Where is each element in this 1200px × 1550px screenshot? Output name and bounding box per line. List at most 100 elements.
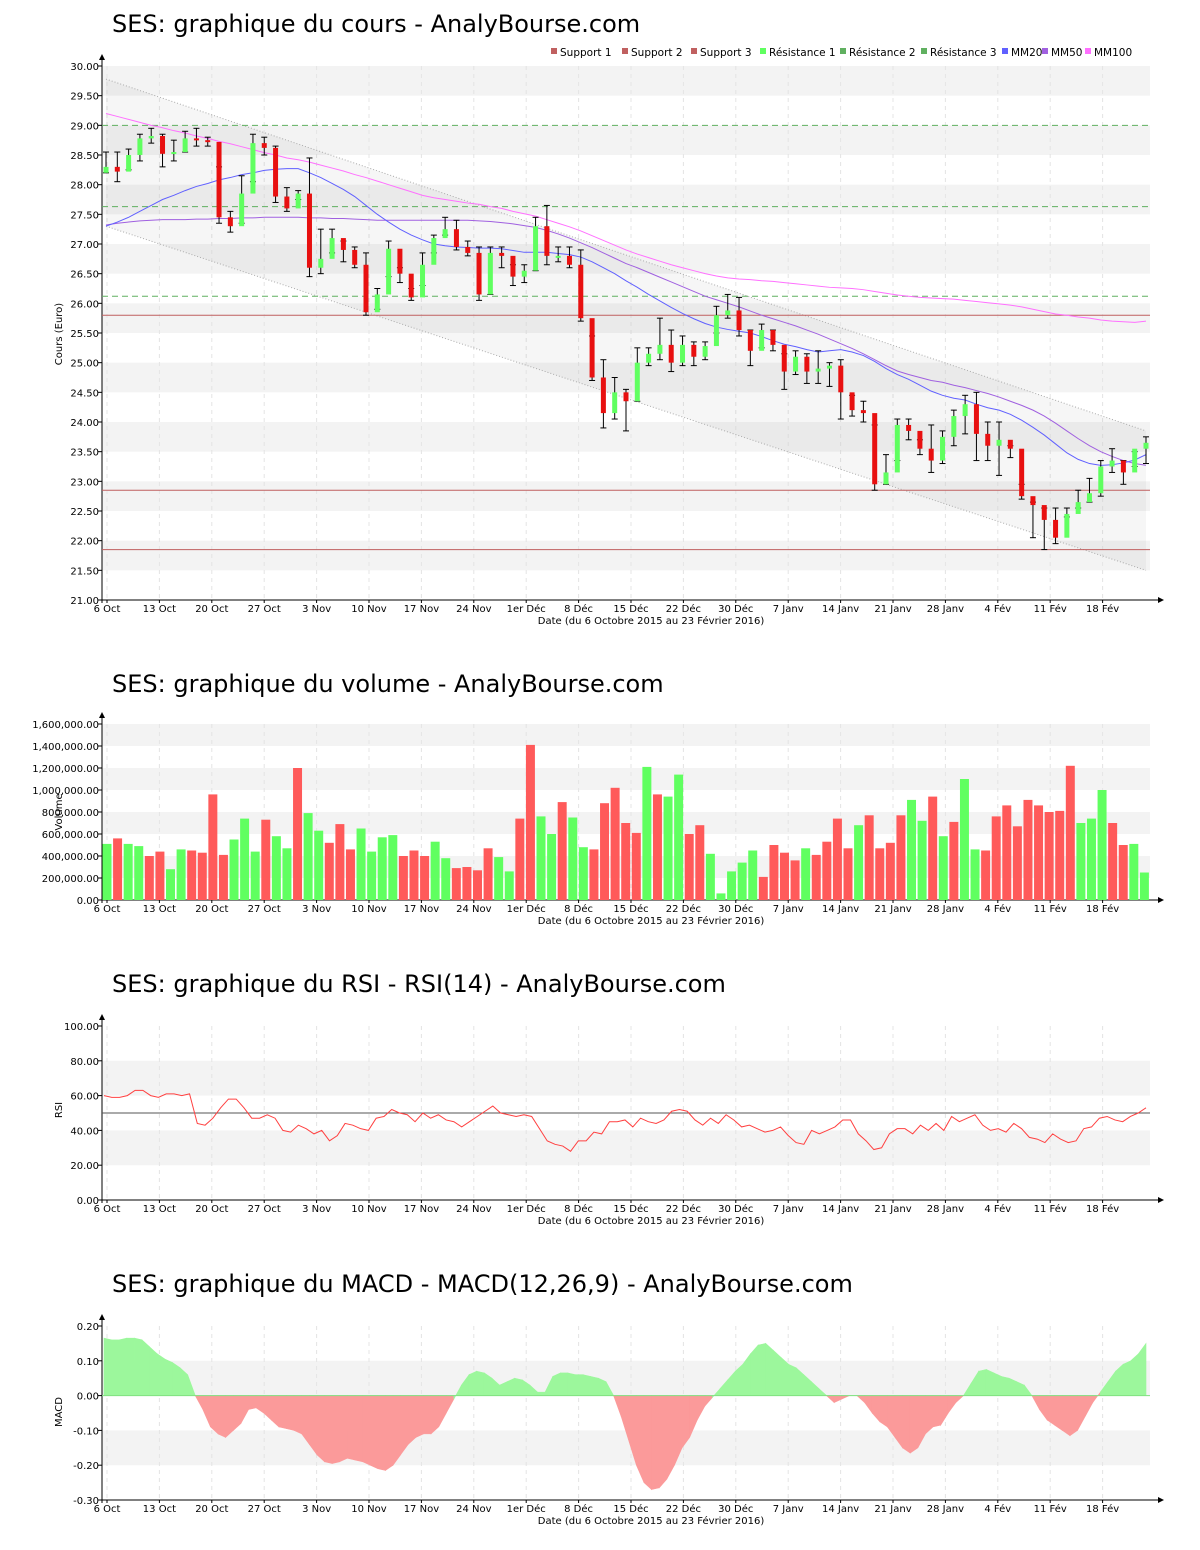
volume-bar bbox=[536, 816, 546, 900]
macd-area-segment bbox=[385, 1395, 394, 1471]
macd-area-segment bbox=[651, 1395, 660, 1490]
legend-label: MM50 bbox=[1051, 47, 1082, 59]
candle-body bbox=[1007, 439, 1013, 449]
volume-bar bbox=[864, 815, 874, 900]
macd-area-segment bbox=[1054, 1395, 1063, 1431]
volume-bar bbox=[102, 843, 112, 900]
macd-area-segment bbox=[788, 1363, 797, 1396]
x-tick-label: 17 Nov bbox=[404, 904, 440, 915]
volume-bar bbox=[367, 851, 377, 900]
candle-body bbox=[487, 252, 493, 295]
macd-area-segment bbox=[339, 1395, 348, 1463]
y-axis-arrow bbox=[99, 1014, 105, 1020]
x-tick-label: 14 Janv bbox=[822, 904, 859, 915]
x-tick-label: 3 Nov bbox=[302, 1504, 331, 1515]
x-tick-label: 28 Janv bbox=[927, 1504, 964, 1515]
grid-band bbox=[102, 481, 1150, 511]
legend-swatch bbox=[760, 48, 766, 54]
price-chart: 21.00 21.50 22.00 22.50 23.00 23.50 24.00 24.50… bbox=[54, 47, 1164, 627]
volume-bar bbox=[832, 818, 842, 900]
candle-body bbox=[533, 226, 539, 271]
x-tick-label: 24 Nov bbox=[456, 1204, 492, 1215]
macd-area-segment bbox=[841, 1395, 850, 1400]
macd-area-segment bbox=[955, 1395, 965, 1404]
macd-area-segment bbox=[225, 1395, 234, 1439]
candle-body bbox=[1120, 460, 1126, 473]
y-axis-label: Cours (Euro) bbox=[54, 303, 65, 366]
x-tick-label: 22 Déc bbox=[666, 903, 701, 915]
y-tick-label: 28.00 bbox=[70, 181, 99, 192]
grid-band bbox=[102, 540, 1150, 571]
macd-area-segment bbox=[932, 1395, 941, 1428]
macd-area-segment bbox=[590, 1376, 599, 1396]
macd-area-segment bbox=[773, 1349, 782, 1396]
candle-body bbox=[318, 258, 324, 268]
macd-area-segment bbox=[1039, 1395, 1048, 1421]
macd-chart-title: SES: graphique du MACD - MACD(12,26,9) -… bbox=[112, 1270, 853, 1298]
x-tick-label: 15 Déc bbox=[613, 1503, 648, 1515]
candle-body bbox=[1053, 519, 1059, 538]
y-tick-label: 26.50 bbox=[70, 270, 99, 281]
grid-band bbox=[102, 1130, 1150, 1166]
macd-area-segment bbox=[537, 1391, 546, 1396]
macd-area-segment bbox=[666, 1395, 675, 1480]
volume-bar bbox=[959, 779, 969, 900]
x-tick-label: 3 Nov bbox=[302, 604, 331, 615]
y-axis-arrow bbox=[99, 712, 105, 718]
volume-bar bbox=[1002, 805, 1012, 900]
x-tick-label: 8 Déc bbox=[564, 903, 593, 915]
candle-body bbox=[205, 140, 211, 143]
volume-bar bbox=[1118, 845, 1128, 900]
macd-area-segment bbox=[392, 1395, 401, 1467]
volume-bar bbox=[166, 869, 176, 900]
macd-area-segment bbox=[985, 1369, 995, 1396]
y-tick-label: 27.00 bbox=[70, 240, 99, 251]
candle-body bbox=[442, 229, 448, 239]
volume-bar bbox=[155, 851, 165, 900]
x-axis-arrow bbox=[1158, 597, 1164, 603]
candle-body bbox=[838, 365, 844, 393]
candle-body bbox=[182, 138, 188, 153]
macd-area-segment bbox=[978, 1369, 987, 1396]
x-tick-label: 28 Janv bbox=[927, 904, 964, 915]
x-tick-label: 6 Oct bbox=[94, 1504, 121, 1515]
x-tick-label: 21 Janv bbox=[874, 904, 911, 915]
macd-area-segment bbox=[240, 1395, 249, 1424]
x-tick-label: 3 Nov bbox=[302, 1204, 331, 1215]
candle-body bbox=[193, 138, 199, 141]
macd-area-segment bbox=[476, 1370, 485, 1396]
grid-band bbox=[102, 362, 1150, 393]
macd-area-segment bbox=[103, 1337, 112, 1396]
volume-bar bbox=[218, 854, 228, 900]
x-tick-label: 15 Déc bbox=[613, 1203, 648, 1215]
candle-body bbox=[702, 346, 708, 357]
candle-body bbox=[883, 472, 889, 485]
macd-area-segment bbox=[111, 1339, 120, 1396]
volume-bar bbox=[589, 849, 599, 900]
x-tick-label: 20 Oct bbox=[195, 604, 228, 615]
candle-body bbox=[973, 404, 979, 434]
candle-body bbox=[872, 413, 878, 485]
x-tick-label: 27 Oct bbox=[248, 1204, 281, 1215]
candle-body bbox=[849, 392, 855, 411]
volume-bar bbox=[144, 856, 154, 900]
volume-bar bbox=[250, 851, 260, 900]
volume-bar bbox=[758, 876, 768, 900]
macd-area-segment bbox=[750, 1344, 759, 1396]
candle-body bbox=[928, 448, 934, 461]
macd-area-segment bbox=[514, 1377, 523, 1396]
candle-body bbox=[713, 315, 719, 347]
x-axis-label: Date (du 6 Octobre 2015 au 23 Février 20… bbox=[538, 1215, 765, 1227]
candle-body bbox=[453, 229, 459, 247]
candle-body bbox=[295, 193, 301, 209]
x-tick-label: 1er Déc bbox=[507, 1203, 546, 1215]
candle-body bbox=[781, 344, 787, 372]
legend-label: Résistance 3 bbox=[930, 47, 997, 59]
candle-body bbox=[126, 155, 132, 172]
rsi-chart: 0.00 20.00 40.00 60.00 80.00 100.00 6 Oct 13 Oc… bbox=[54, 1014, 1164, 1227]
volume-bar bbox=[197, 852, 207, 900]
volume-bar bbox=[1076, 823, 1086, 900]
candle-body bbox=[646, 353, 652, 363]
volume-bar bbox=[748, 850, 758, 900]
macd-area-segment bbox=[1046, 1395, 1056, 1426]
